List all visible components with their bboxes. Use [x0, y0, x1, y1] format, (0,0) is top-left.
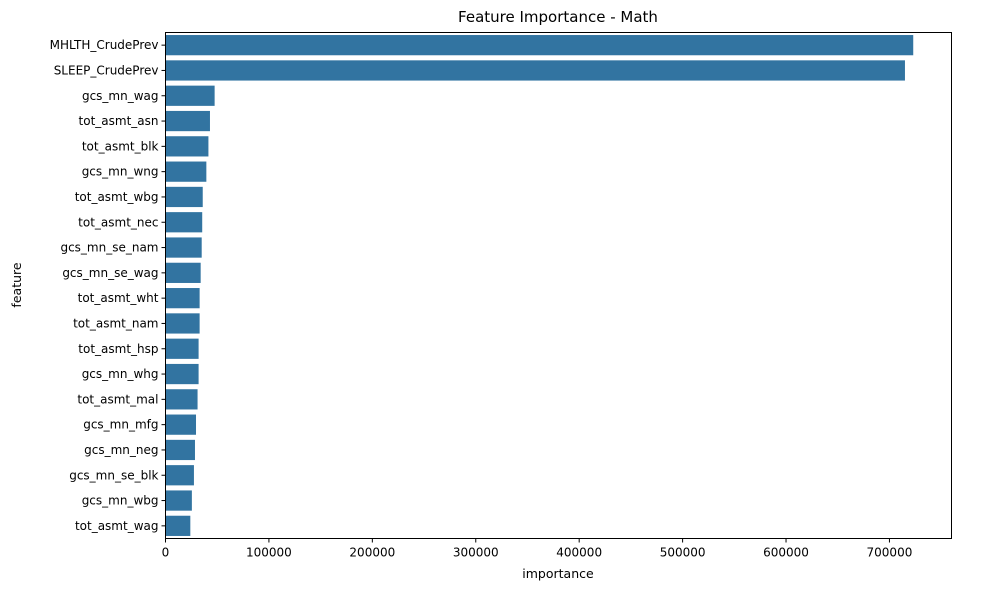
x-tick-label: 300000: [453, 546, 499, 560]
bar-gcs_mn_neg: [165, 439, 195, 461]
y-tick-label: gcs_mn_wbg: [82, 494, 159, 508]
bar-gcs_mn_wag: [165, 85, 215, 106]
y-tick-label: tot_asmt_wbg: [75, 190, 159, 204]
x-axis-label: importance: [522, 566, 594, 581]
y-tick-label: SLEEP_CrudePrev: [54, 63, 159, 77]
y-tick-label: gcs_mn_whg: [82, 367, 159, 381]
y-tick-label: gcs_mn_wng: [82, 165, 159, 179]
y-tick-label: gcs_mn_wag: [82, 89, 159, 103]
y-tick-label: tot_asmt_wag: [75, 519, 159, 533]
x-tick-label: 0: [162, 546, 170, 560]
y-tick-label: tot_asmt_mal: [77, 392, 158, 406]
bar-tot_asmt_blk: [165, 136, 209, 157]
y-tick-label: tot_asmt_nam: [73, 316, 158, 330]
x-tick-label: 500000: [660, 546, 706, 560]
bar-tot_asmt_mal: [165, 389, 198, 410]
y-tick-label: MHLTH_CrudePrev: [50, 38, 159, 52]
y-tick-label: tot_asmt_blk: [82, 139, 159, 153]
bar-gcs_mn_se_nam: [165, 237, 202, 258]
x-tick-label: 700000: [867, 546, 913, 560]
bar-gcs_mn_se_blk: [165, 465, 194, 486]
bar-gcs_mn_se_wag: [165, 262, 201, 283]
bar-tot_asmt_nam: [165, 313, 200, 334]
x-axis-ticks: 0 100000 200000 300000 400000 500000 600000 700…: [162, 538, 913, 560]
y-tick-label: gcs_mn_se_blk: [69, 468, 158, 482]
y-tick-label: tot_asmt_asn: [79, 114, 159, 128]
chart-title: Feature Importance - Math: [458, 8, 658, 26]
bar-tot_asmt_nec: [165, 212, 203, 233]
bar-gcs_mn_whg: [165, 363, 199, 385]
bar-tot_asmt_wht: [165, 288, 200, 309]
bar-gcs_mn_wbg: [165, 490, 192, 511]
x-tick-label: 600000: [763, 546, 809, 560]
y-tick-label: gcs_mn_se_wag: [62, 266, 158, 280]
x-tick-label: 200000: [349, 546, 395, 560]
y-tick-label: gcs_mn_neg: [84, 443, 158, 457]
y-axis-label: feature: [9, 262, 24, 307]
y-tick-label: tot_asmt_hsp: [78, 342, 158, 356]
bar-tot_asmt_hsp: [165, 338, 199, 359]
bar-MHLTH_CrudePrev: [165, 35, 914, 56]
x-tick-label: 100000: [246, 546, 292, 560]
bar-gcs_mn_mfg: [165, 414, 197, 435]
plot-frame: [165, 32, 952, 539]
bar-tot_asmt_asn: [165, 110, 210, 132]
bar-gcs_mn_wng: [165, 161, 207, 182]
y-tick-label: gcs_mn_se_nam: [60, 241, 158, 255]
bar-tot_asmt_wag: [165, 515, 191, 536]
bars-group: [165, 35, 914, 536]
bar-tot_asmt_wbg: [165, 186, 203, 208]
x-tick-label: 400000: [556, 546, 602, 560]
y-axis-ticks: MHLTH_CrudePrev SLEEP_CrudePrev gcs_mn_wag…: [50, 38, 166, 533]
y-tick-label: gcs_mn_mfg: [83, 418, 158, 432]
y-tick-label: tot_asmt_wht: [78, 291, 159, 305]
bar-SLEEP_CrudePrev: [165, 60, 905, 81]
y-tick-label: tot_asmt_nec: [78, 215, 158, 229]
